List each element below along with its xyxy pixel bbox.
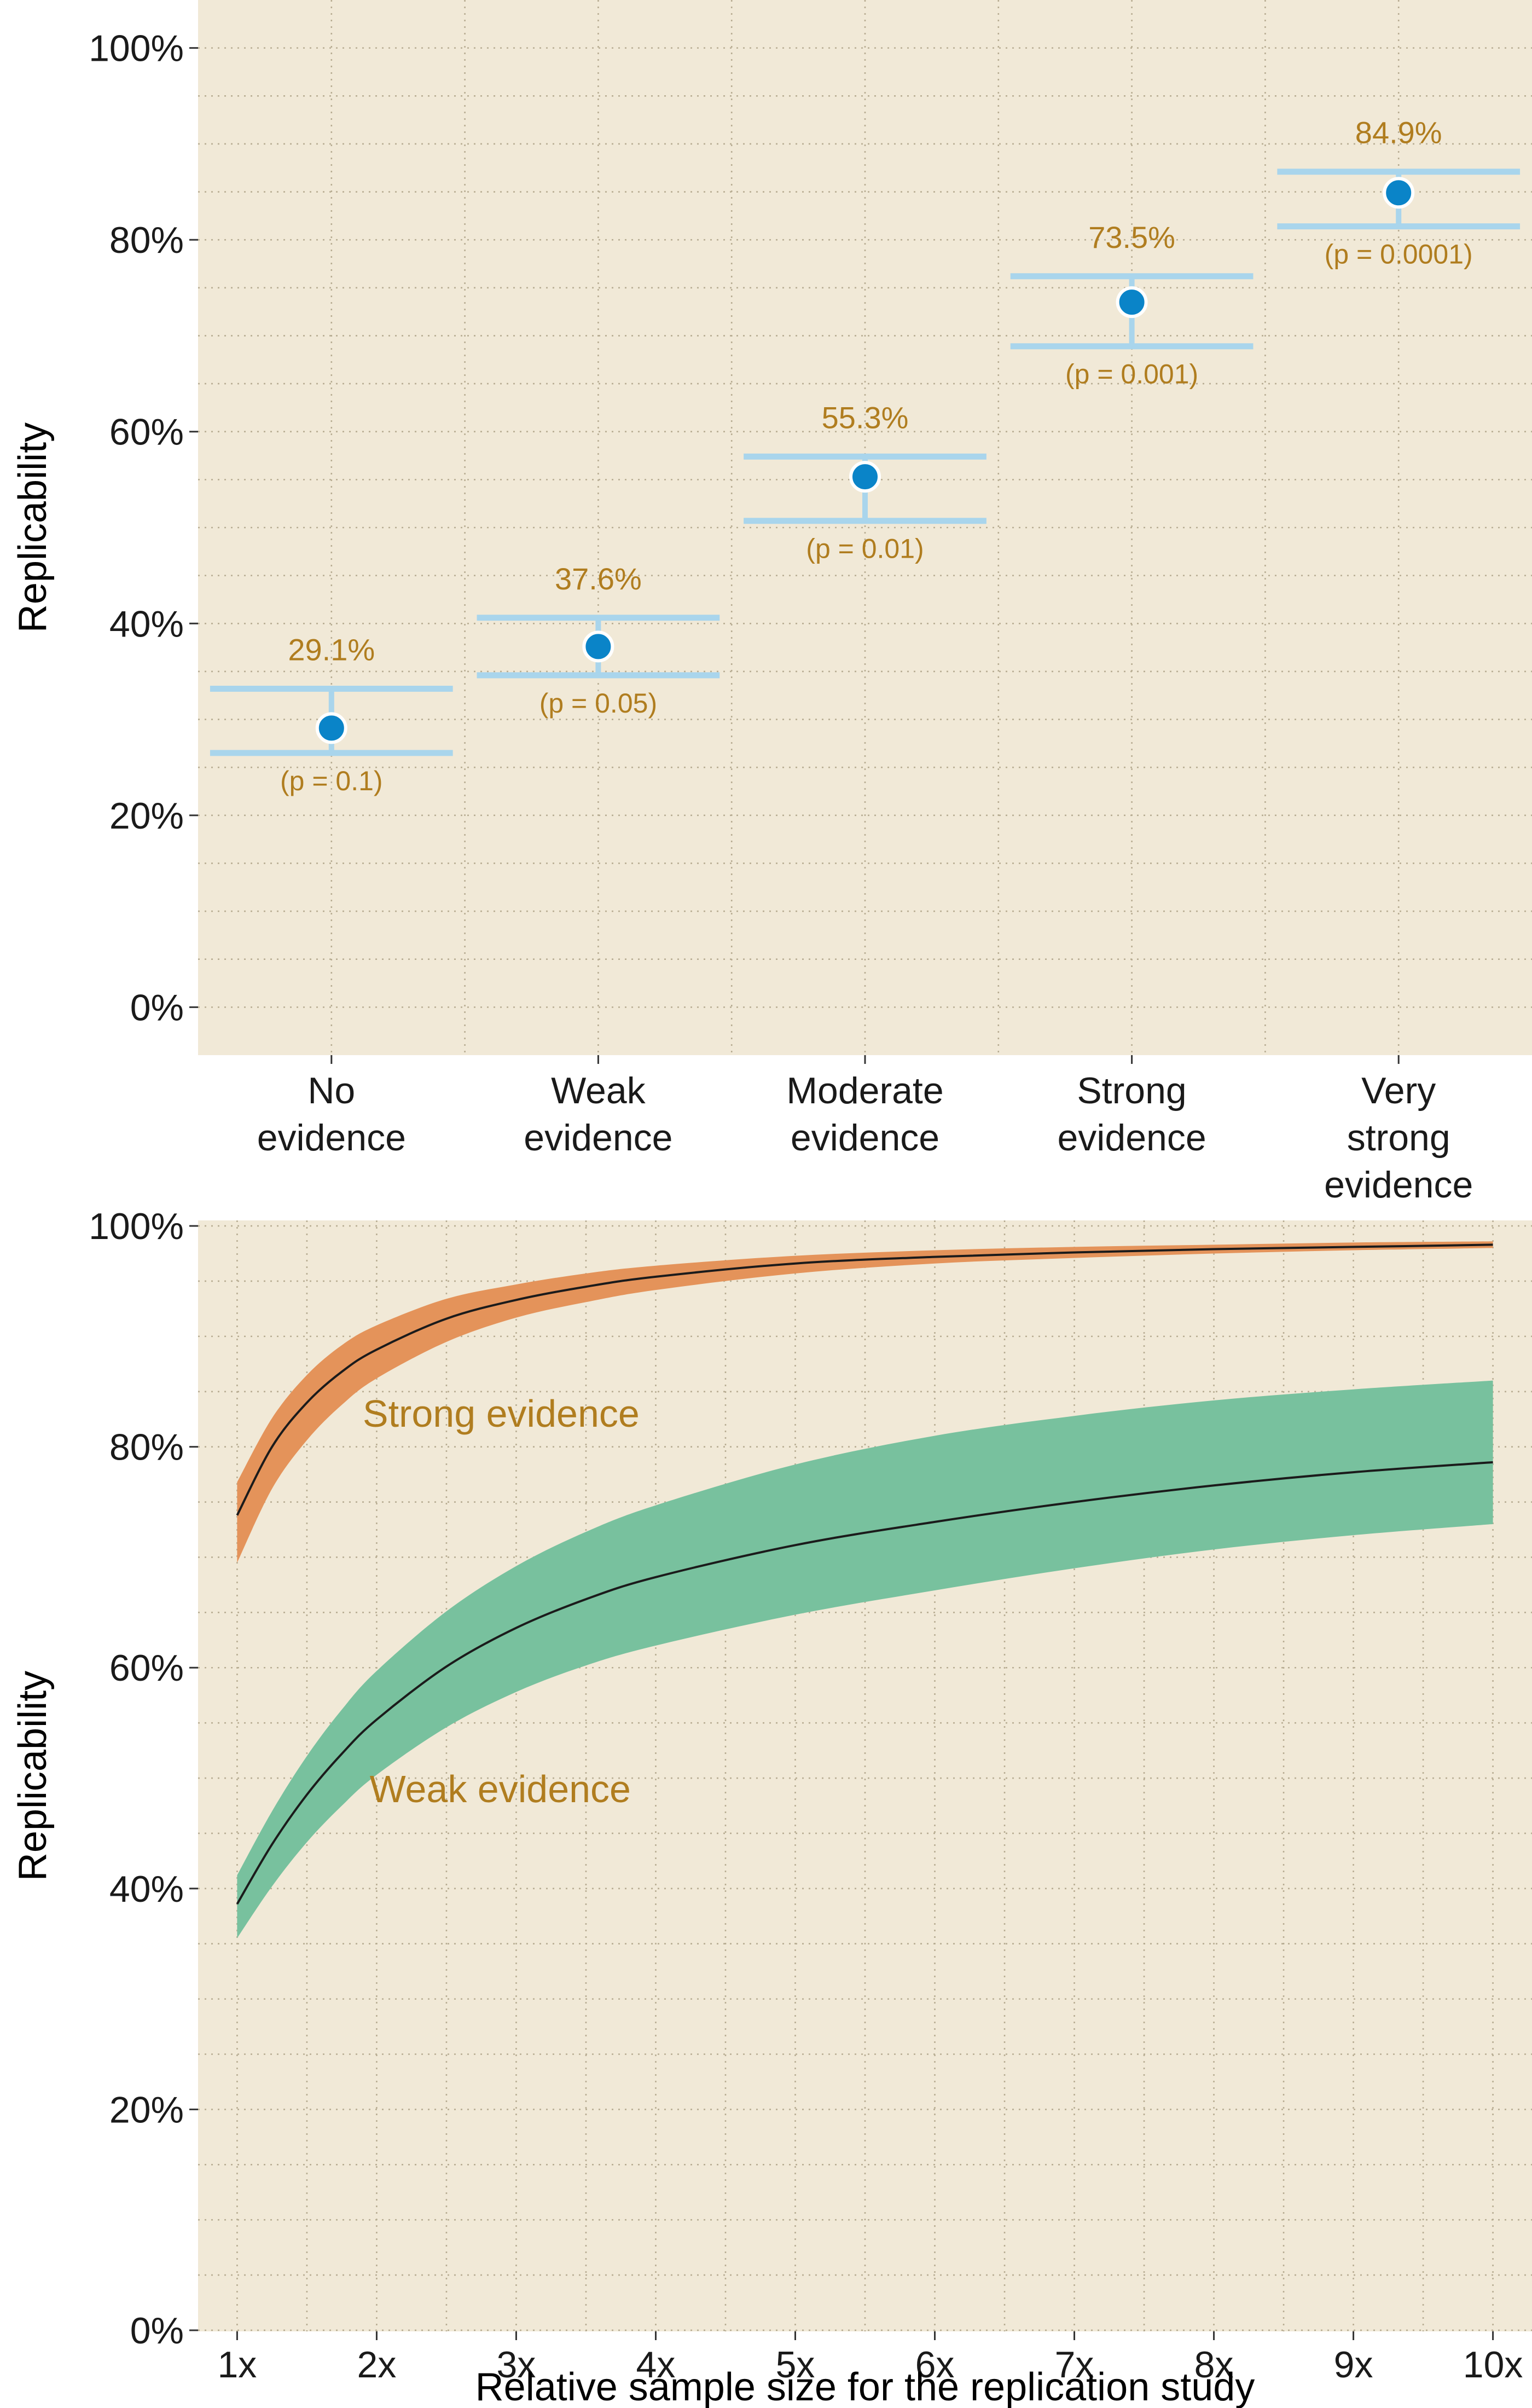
- top-x-category-label: evidence: [257, 1117, 406, 1159]
- top-x-category-label: Moderate: [786, 1070, 943, 1112]
- bottom-x-tick-label: 2x: [357, 2344, 397, 2386]
- top-y-tick-label: 40%: [109, 603, 184, 645]
- value-label: 29.1%: [288, 632, 375, 667]
- weak-evidence-band: [237, 1380, 1493, 1938]
- bottom-x-tick-label: 7x: [1055, 2344, 1094, 2386]
- bottom-x-tick-label: 3x: [497, 2344, 536, 2386]
- bottom-x-axis-ticks: 1x 2x 3x 4x 5x 6x 7x 8x 9x 10x: [217, 2331, 1523, 2386]
- replicability-point: [582, 630, 614, 663]
- strong-evidence-label: Strong evidence: [363, 1392, 640, 1435]
- replicability-point: [1116, 286, 1148, 319]
- top-y-axis-title: Replicability: [11, 422, 55, 633]
- replicability-point: [1383, 177, 1415, 209]
- p-value-label: (p = 0.1): [280, 766, 383, 796]
- p-value-label: (p = 0.0001): [1325, 239, 1473, 270]
- weak-evidence-label: Weak evidence: [370, 1768, 631, 1810]
- value-label: 55.3%: [822, 400, 909, 435]
- bottom-y-tick-label: 80%: [109, 1427, 184, 1468]
- top-x-category-label: Weak: [551, 1070, 646, 1112]
- bottom-x-tick-label: 8x: [1194, 2344, 1234, 2386]
- top-x-category-label: evidence: [791, 1117, 939, 1159]
- bottom-x-tick-label: 5x: [776, 2344, 815, 2386]
- top-x-category-label: Strong: [1077, 1070, 1186, 1112]
- bottom-x-tick-label: 4x: [636, 2344, 676, 2386]
- bottom-x-tick-label: 1x: [217, 2344, 257, 2386]
- top-x-category-label: evidence: [1057, 1117, 1206, 1159]
- sample-size-chart: 0% 20% 40% 60% 80% 100% 1x 2x 3x 4x 5x 6x 7x 8x 9x 10x…: [11, 1206, 1532, 2408]
- value-label: 84.9%: [1355, 115, 1442, 150]
- bottom-y-tick-label: 0%: [130, 2310, 184, 2352]
- replicability-point: [315, 712, 347, 744]
- bottom-x-axis-title: Relative sample size for the replication…: [475, 2365, 1255, 2408]
- top-data-marks: 29.1% (p = 0.1) 37.6% (p = 0.05) 55.3% (p = 0…: [210, 115, 1521, 796]
- top-x-category-label: No: [307, 1070, 355, 1112]
- top-x-axis-ticks: No evidence Weak evidence Moderate evidence St…: [257, 1055, 1473, 1206]
- top-x-category-label: evidence: [524, 1117, 672, 1159]
- top-y-tick-label: 0%: [130, 987, 184, 1028]
- top-y-tick-label: 20%: [109, 795, 184, 837]
- top-x-category-label: Very: [1361, 1070, 1436, 1112]
- bottom-data-marks: Strong evidence Weak evidence: [236, 1241, 1493, 1938]
- bottom-y-tick-label: 100%: [89, 1206, 184, 1247]
- bottom-y-tick-label: 40%: [109, 1868, 184, 1910]
- value-label: 73.5%: [1088, 220, 1175, 254]
- p-value-label: (p = 0.01): [806, 534, 924, 564]
- p-value-label: (p = 0.001): [1065, 359, 1198, 390]
- p-value-label: (p = 0.05): [539, 688, 657, 719]
- bottom-y-tick-label: 20%: [109, 2089, 184, 2131]
- strong-evidence-line: [236, 1243, 1493, 1516]
- top-y-tick-label: 80%: [109, 219, 184, 261]
- top-plot-background: [198, 0, 1532, 1055]
- weak-evidence-line: [236, 1461, 1493, 1905]
- bottom-y-axis-title: Replicability: [11, 1671, 55, 1881]
- top-x-category-label: strong: [1347, 1117, 1450, 1159]
- top-y-axis-ticks: 0% 20% 40% 60% 80% 100%: [89, 28, 198, 1028]
- top-y-tick-label: 100%: [89, 28, 184, 70]
- bottom-y-axis-ticks: 0% 20% 40% 60% 80% 100%: [89, 1206, 198, 2352]
- value-label: 37.6%: [555, 562, 642, 596]
- evidence-strength-chart: 0% 20% 40% 60% 80% 100% No evidence Weak evidenc…: [11, 0, 1532, 1206]
- bottom-x-tick-label: 6x: [915, 2344, 955, 2386]
- replicability-point: [849, 461, 881, 493]
- bottom-x-tick-label: 10x: [1463, 2344, 1523, 2386]
- bottom-y-tick-label: 60%: [109, 1647, 184, 1689]
- top-y-tick-label: 60%: [109, 412, 184, 453]
- top-x-category-label: evidence: [1324, 1164, 1473, 1206]
- bottom-x-tick-label: 9x: [1334, 2344, 1373, 2386]
